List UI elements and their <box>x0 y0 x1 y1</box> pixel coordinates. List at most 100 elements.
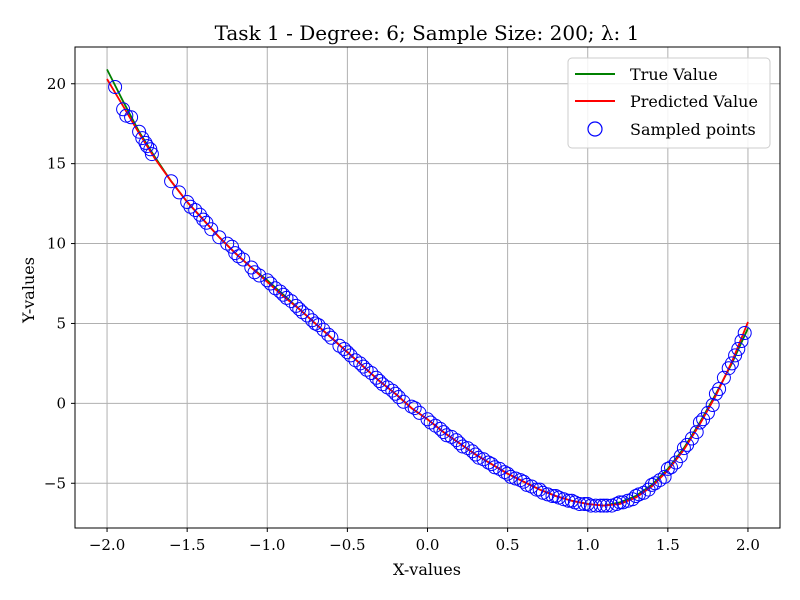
sampled-point <box>247 265 262 280</box>
sampled-point <box>577 497 592 511</box>
x-tick-label: 0.5 <box>496 536 520 554</box>
sampled-point <box>340 345 355 360</box>
sampled-point <box>252 268 267 283</box>
sampled-point <box>343 348 358 363</box>
sampled-point <box>364 366 379 380</box>
sampled-point <box>388 386 403 401</box>
sampled-point <box>548 489 563 503</box>
sampled-point <box>183 199 198 214</box>
legend-label-true-value: True Value <box>630 65 718 84</box>
sampled-point <box>484 457 499 472</box>
sampled-point <box>664 460 678 475</box>
sampled-point <box>731 342 746 356</box>
sampled-point <box>532 482 547 497</box>
sampled-point <box>396 394 411 409</box>
sampled-point <box>724 356 739 371</box>
sampled-point <box>612 495 627 510</box>
sampled-point <box>300 308 315 323</box>
sampled-point <box>164 174 179 189</box>
y-tick-label: 5 <box>56 314 66 332</box>
sampled-point <box>204 222 219 237</box>
sampled-point <box>172 185 187 200</box>
sampled-point <box>231 249 246 264</box>
sampled-point <box>728 348 743 363</box>
sampled-point <box>545 489 560 503</box>
y-axis-label: Y-values <box>19 257 38 324</box>
sampled-point <box>284 294 299 309</box>
sampled-point <box>564 493 579 508</box>
legend-swatch-sampled-points <box>587 121 603 137</box>
sampled-point <box>236 252 251 267</box>
sampled-point <box>124 110 139 125</box>
sampled-point <box>705 398 720 412</box>
sampled-point <box>648 476 662 491</box>
sampled-point <box>708 386 723 401</box>
x-tick-label: −2.0 <box>89 536 125 554</box>
sampled-point <box>116 102 131 117</box>
sampled-point <box>135 131 150 146</box>
sampled-point <box>468 447 483 462</box>
sampled-point <box>628 489 643 503</box>
sampled-point <box>588 498 603 513</box>
sampled-point <box>572 497 587 511</box>
x-tick-label: −1.0 <box>249 536 285 554</box>
sampled-point <box>295 305 310 320</box>
sampled-point <box>359 362 374 377</box>
legend-box <box>567 57 771 149</box>
sampled-point <box>436 425 451 440</box>
axis-ticks: −2.0 −1.5 −1.0 −0.5 0.0 0.5 1.0 1.5 2.0 −5 0 5 10 15 2… <box>44 75 760 554</box>
sampled-point <box>180 195 195 209</box>
sampled-point <box>321 327 336 342</box>
sampled-point <box>423 415 438 430</box>
sampled-point <box>524 479 539 494</box>
sampled-point <box>391 390 406 404</box>
sampled-point <box>737 326 752 340</box>
sampled-point <box>657 469 672 484</box>
sampled-point <box>375 377 390 392</box>
sampled-point <box>734 334 749 348</box>
sampled-point <box>196 212 211 227</box>
sampled-point <box>260 273 275 288</box>
sampled-point <box>652 473 667 488</box>
sampled-point <box>609 497 624 511</box>
sampled-point <box>561 493 576 508</box>
sampled-point <box>225 239 239 254</box>
x-tick-label: 1.0 <box>576 536 600 554</box>
sampled-point <box>244 260 259 275</box>
sampled-point <box>316 322 331 337</box>
x-tick-label: −1.5 <box>169 536 205 554</box>
sampled-point <box>673 449 688 464</box>
legend-label-sampled-points: Sampled points <box>630 120 756 139</box>
sampled-point <box>108 80 123 94</box>
sampled-point <box>279 290 294 305</box>
x-tick-label: 1.5 <box>656 536 680 554</box>
sampled-point <box>721 361 736 376</box>
series-line-predicted-value <box>106 78 749 507</box>
sampled-point <box>700 405 715 420</box>
x-tick-label: −0.5 <box>329 536 365 554</box>
sampled-point <box>263 276 278 291</box>
sampled-point <box>324 330 339 345</box>
y-tick-label: 0 <box>56 394 66 412</box>
sampled-point <box>220 236 235 251</box>
sampled-point <box>692 415 707 430</box>
x-tick-label: 0.0 <box>416 536 440 554</box>
sampled-point <box>600 498 614 513</box>
sampled-point <box>500 466 515 481</box>
sampled-point <box>516 474 531 489</box>
sampled-point <box>636 485 651 500</box>
sampled-point <box>132 124 147 139</box>
sampled-point <box>144 147 159 162</box>
legend-label-predicted-value: Predicted Value <box>630 92 758 111</box>
y-tick-label: 15 <box>47 155 66 173</box>
plot-area <box>106 68 752 513</box>
sampled-point <box>140 139 155 154</box>
sampled-point <box>311 318 326 333</box>
sampled-point <box>452 436 467 451</box>
chart-title: Task 1 - Degree: 6; Sample Size: 200; λ:… <box>215 21 640 45</box>
x-axis-label: X-values <box>393 560 461 579</box>
y-tick-label: −5 <box>44 474 66 492</box>
sampled-point <box>188 203 203 217</box>
sampled-point <box>644 477 659 492</box>
legend: True Value Predicted Value Sampled point… <box>567 57 771 149</box>
